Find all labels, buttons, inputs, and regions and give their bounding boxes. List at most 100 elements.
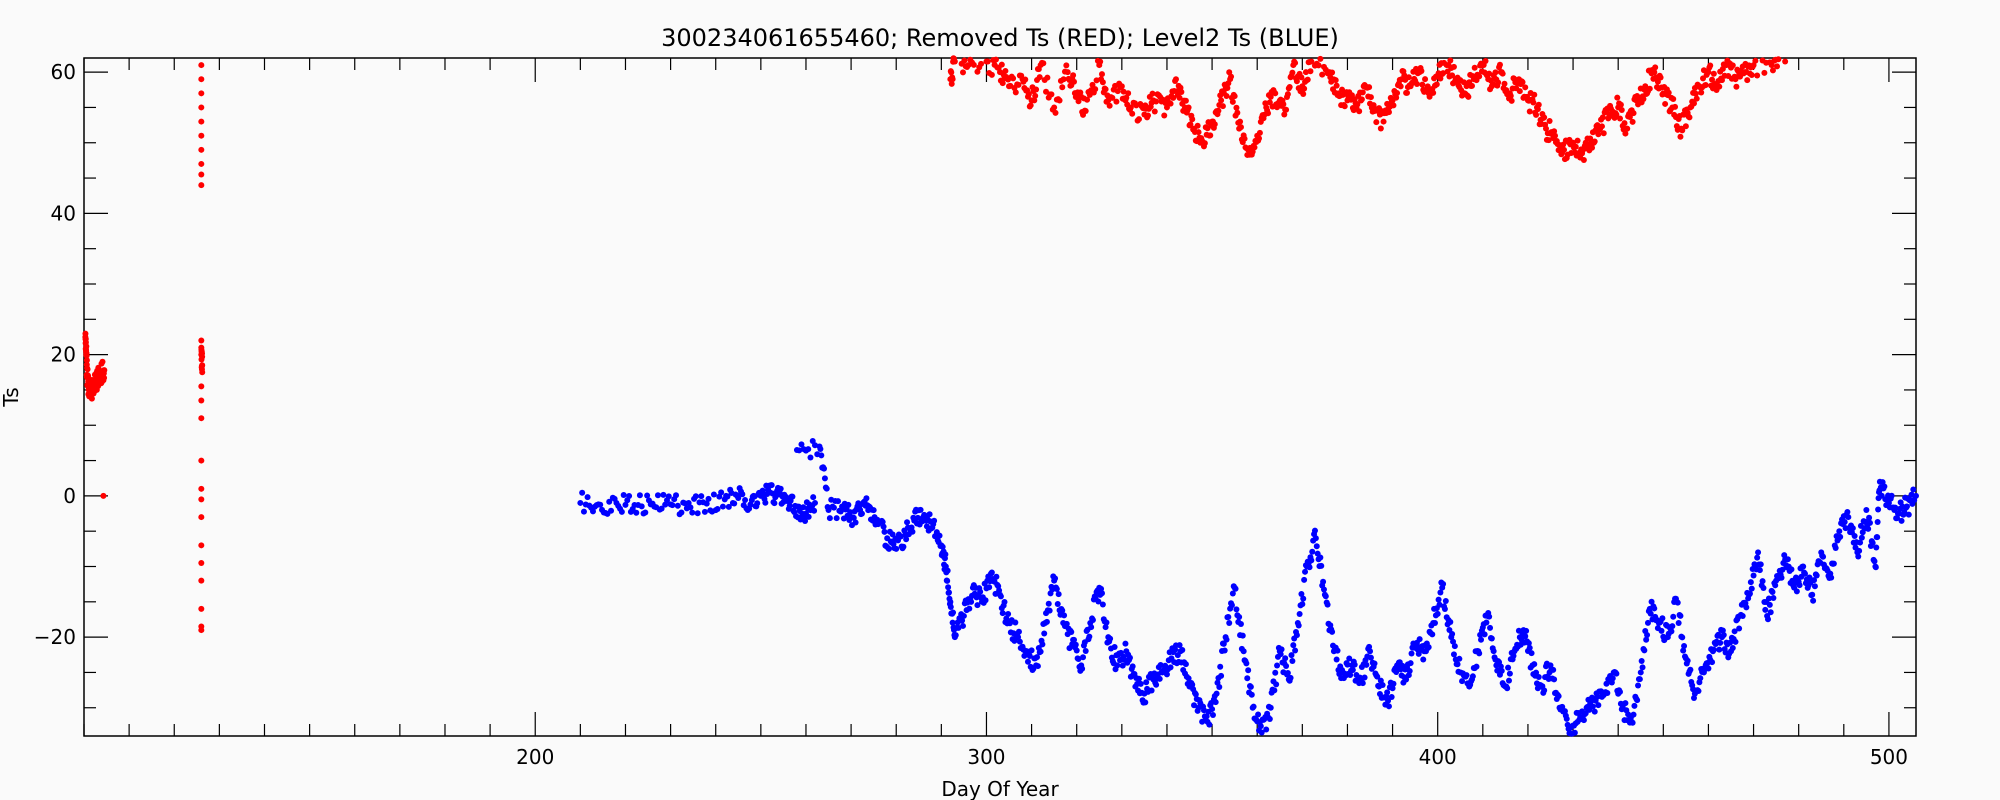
data-point — [1307, 68, 1314, 75]
data-point — [674, 502, 681, 509]
data-point — [1084, 96, 1091, 103]
data-point — [1672, 103, 1679, 110]
data-point — [1471, 64, 1478, 71]
data-point — [1025, 91, 1032, 98]
data-point — [879, 518, 886, 525]
data-point — [608, 507, 615, 514]
data-point — [845, 501, 852, 508]
data-point — [1710, 70, 1717, 77]
data-point — [1361, 674, 1368, 681]
data-point — [1247, 683, 1254, 690]
data-point — [1413, 80, 1420, 87]
series-layer — [82, 55, 1919, 737]
data-point — [1317, 55, 1324, 62]
data-point — [1384, 689, 1391, 696]
data-point — [689, 509, 696, 516]
data-point — [1463, 672, 1470, 679]
data-point — [1012, 619, 1019, 626]
data-point — [735, 494, 742, 501]
data-point — [1385, 109, 1392, 116]
data-point — [1811, 583, 1818, 590]
data-point — [1344, 661, 1351, 668]
data-point — [1295, 622, 1302, 629]
data-point — [83, 352, 90, 359]
data-point — [946, 589, 953, 596]
data-point — [1496, 61, 1503, 68]
data-point — [1301, 85, 1308, 92]
data-point — [768, 482, 775, 489]
data-point — [1555, 693, 1562, 700]
data-point — [1308, 557, 1315, 564]
data-point — [1079, 665, 1086, 672]
data-point — [870, 507, 877, 514]
data-point — [1063, 62, 1070, 69]
data-point — [1228, 73, 1235, 80]
data-point — [1541, 687, 1548, 694]
data-point — [1250, 703, 1257, 710]
data-point — [1754, 72, 1761, 79]
data-point — [1541, 114, 1548, 121]
data-point — [1296, 610, 1303, 617]
data-point — [796, 447, 803, 454]
data-point — [1680, 647, 1687, 654]
data-point — [1488, 635, 1495, 642]
data-point — [1801, 570, 1808, 577]
data-point — [1380, 118, 1387, 125]
data-point — [724, 493, 731, 500]
data-point — [1404, 89, 1411, 96]
data-point — [1841, 518, 1848, 525]
data-point — [984, 58, 991, 65]
data-point — [949, 619, 956, 626]
data-point — [1308, 58, 1315, 65]
data-point — [1657, 74, 1664, 81]
data-point — [710, 491, 717, 498]
data-point — [1187, 121, 1194, 128]
data-point — [1871, 558, 1878, 565]
data-point — [1359, 680, 1366, 687]
data-point — [1267, 704, 1274, 711]
data-point — [1622, 700, 1629, 707]
data-point — [1356, 108, 1363, 115]
data-point — [1437, 75, 1444, 82]
data-point — [1401, 72, 1408, 79]
data-point — [1034, 654, 1041, 661]
data-point — [1561, 708, 1568, 715]
data-point — [1621, 120, 1628, 127]
data-point — [1044, 74, 1051, 81]
data-point — [1774, 63, 1781, 70]
data-point — [807, 454, 814, 461]
data-point — [1483, 619, 1490, 626]
data-point — [1082, 107, 1089, 114]
data-point — [1519, 79, 1526, 86]
data-point — [858, 510, 865, 517]
data-point — [1687, 666, 1694, 673]
data-point — [1440, 70, 1447, 77]
data-point — [1759, 578, 1766, 585]
data-point — [83, 357, 90, 364]
data-point — [1643, 636, 1650, 643]
data-point — [198, 160, 205, 167]
data-point — [1449, 72, 1456, 79]
data-point — [1071, 636, 1078, 643]
data-point — [1505, 664, 1512, 671]
data-point — [198, 146, 205, 153]
data-point — [1223, 92, 1230, 99]
data-point — [1430, 89, 1437, 96]
data-point — [1273, 681, 1280, 688]
data-point — [1744, 77, 1751, 84]
x-axis: 200 300 400 500 — [83, 58, 1908, 769]
data-point — [1437, 589, 1444, 596]
data-point — [1257, 723, 1264, 730]
data-point — [636, 492, 643, 499]
data-point — [960, 612, 967, 619]
data-point — [1024, 658, 1031, 665]
data-point — [1476, 73, 1483, 80]
data-point — [1644, 631, 1651, 638]
data-point — [1905, 511, 1912, 518]
data-point — [893, 545, 900, 552]
data-point — [1729, 644, 1736, 651]
data-point — [1120, 88, 1127, 95]
data-point — [1194, 122, 1201, 129]
data-point — [1385, 697, 1392, 704]
data-point — [1436, 601, 1443, 608]
